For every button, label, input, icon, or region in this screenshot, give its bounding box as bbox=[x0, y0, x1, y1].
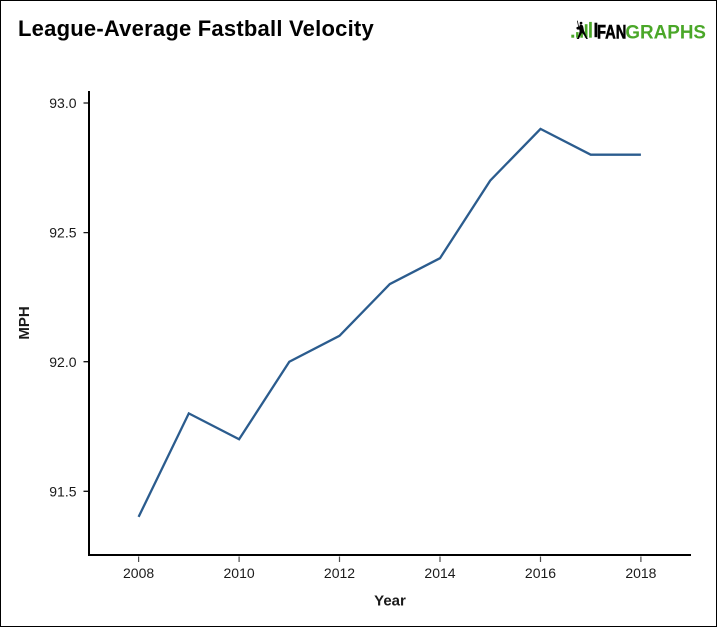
svg-text:2012: 2012 bbox=[324, 565, 355, 581]
svg-text:2010: 2010 bbox=[224, 565, 255, 581]
svg-text:2014: 2014 bbox=[424, 565, 455, 581]
svg-text:93.0: 93.0 bbox=[49, 95, 76, 111]
svg-text:2016: 2016 bbox=[525, 565, 556, 581]
svg-text:91.5: 91.5 bbox=[49, 483, 76, 499]
svg-text:League-Average Fastball Veloci: League-Average Fastball Velocity bbox=[18, 16, 374, 41]
svg-text:92.0: 92.0 bbox=[49, 354, 76, 370]
svg-text:FAN: FAN bbox=[597, 23, 626, 44]
svg-text:MPH: MPH bbox=[16, 306, 33, 339]
svg-text:Year: Year bbox=[374, 592, 406, 609]
svg-text:2008: 2008 bbox=[123, 565, 154, 581]
svg-text:92.5: 92.5 bbox=[49, 225, 76, 241]
svg-text:2018: 2018 bbox=[625, 565, 656, 581]
svg-text:GRAPHS: GRAPHS bbox=[625, 23, 706, 44]
